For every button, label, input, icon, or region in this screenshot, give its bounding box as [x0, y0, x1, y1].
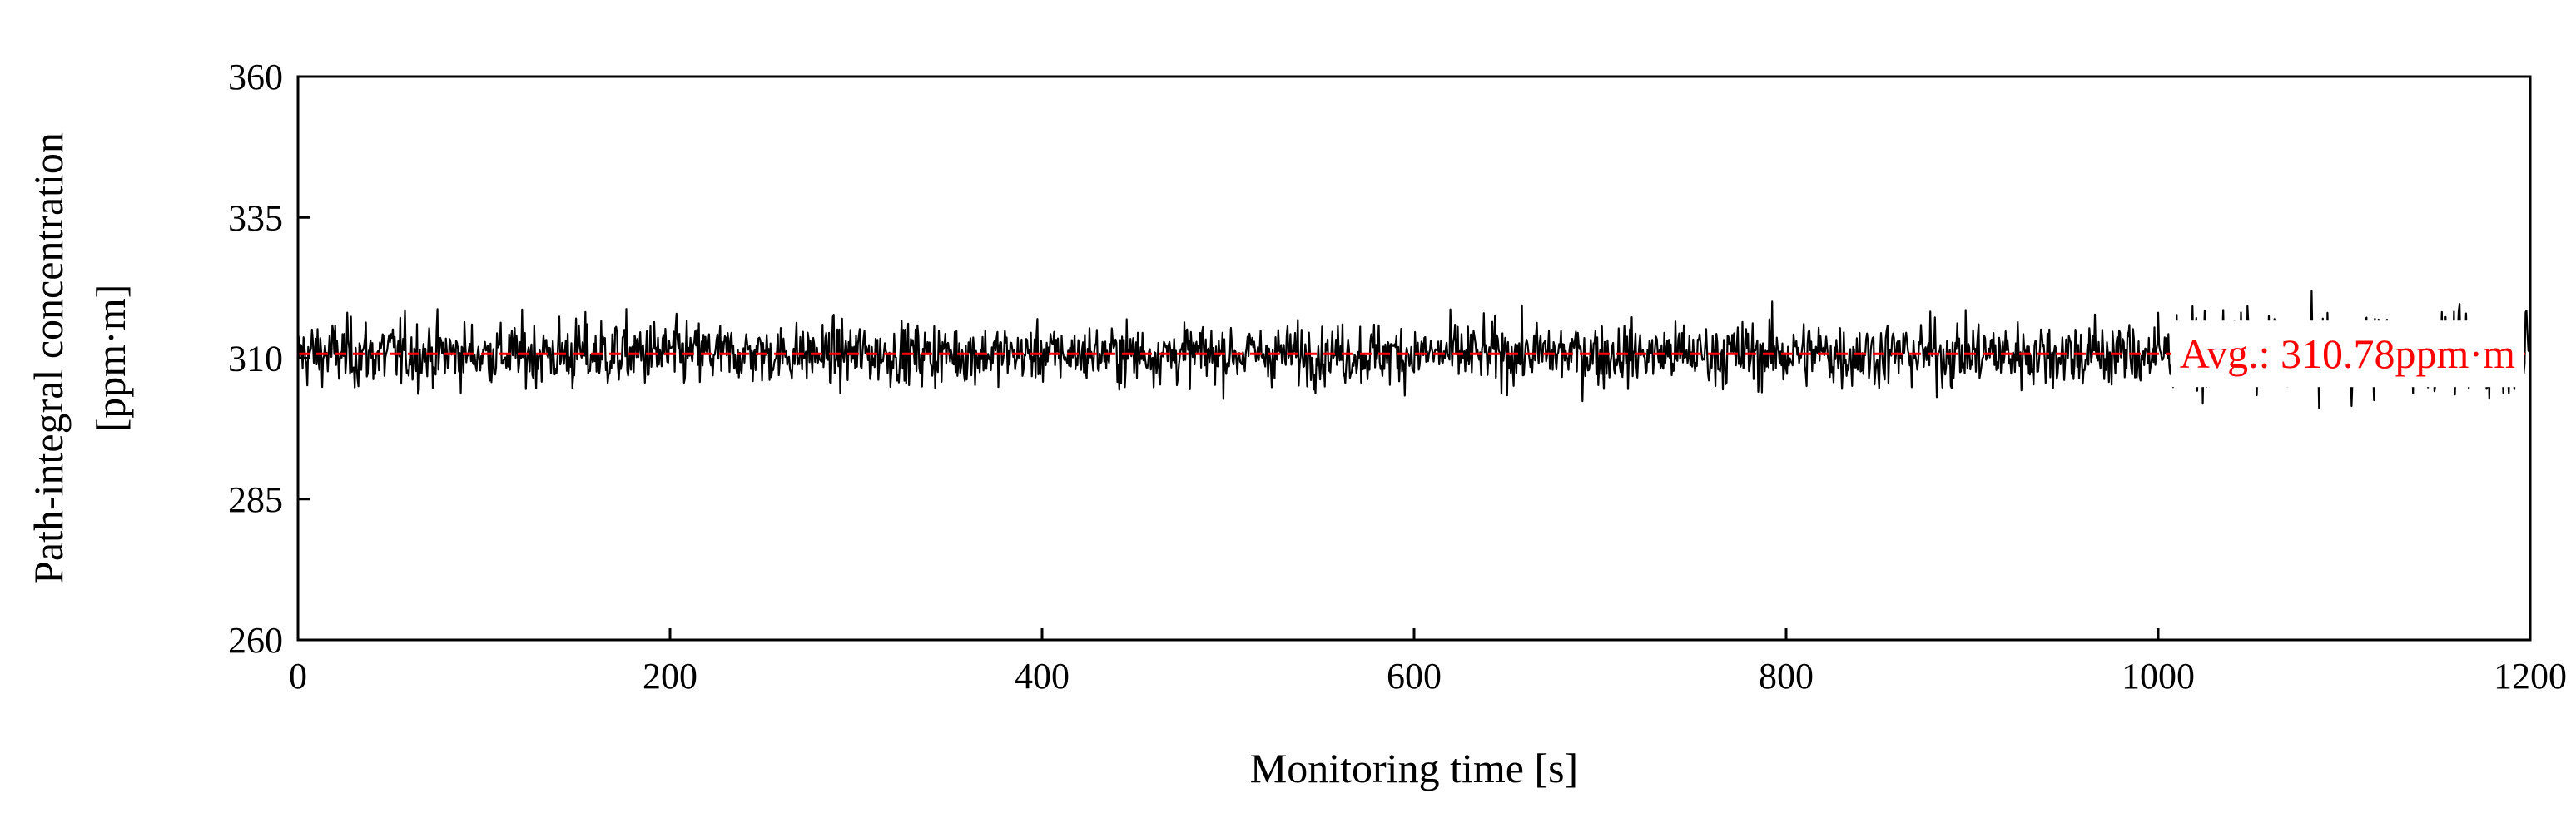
x-tick-label: 400 [1015, 656, 1070, 697]
x-tick-label: 1000 [2122, 656, 2195, 697]
y-tick-label: 285 [228, 479, 283, 520]
data-series-group [296, 290, 2532, 409]
x-tick-label: 200 [643, 656, 697, 697]
average-label: Avg.: 310.78ppm·m [2180, 330, 2515, 377]
y-tick-label: 260 [228, 620, 283, 661]
y-axis-ticks: 260 285 310 335 360 [228, 57, 310, 661]
x-axis-ticks: 0 200 400 600 800 1000 1200 [289, 628, 2567, 697]
average-label-background [2171, 320, 2524, 388]
x-tick-label: 600 [1387, 656, 1442, 697]
x-tick-label: 800 [1759, 656, 1814, 697]
y-tick-label: 335 [228, 197, 283, 238]
x-axis-title: Monitoring time [s] [1250, 745, 1578, 791]
y-tick-label: 360 [228, 57, 283, 97]
x-tick-label: 1200 [2494, 656, 2567, 697]
x-tick-label: 0 [289, 656, 307, 697]
y-axis-title-line-2: [ppm·m] [87, 285, 134, 433]
y-axis-title-line-1: Path-integral concentration [25, 132, 72, 584]
y-axis-title: Path-integral concentration [ppm·m] [25, 132, 134, 584]
concentration-series-line [296, 290, 2532, 409]
y-tick-label: 310 [228, 339, 283, 379]
